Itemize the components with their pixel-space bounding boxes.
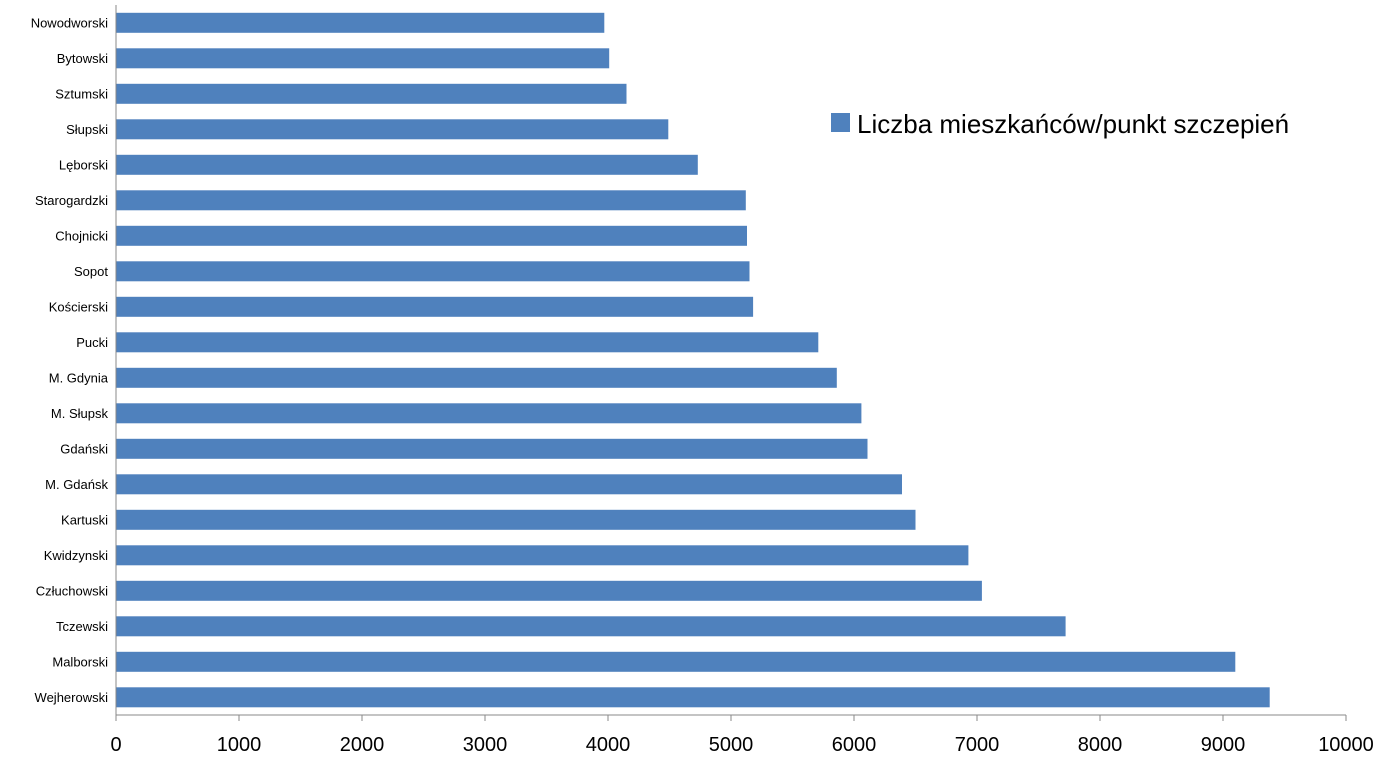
category-label: M. Słupsk bbox=[51, 406, 109, 421]
bar bbox=[116, 509, 916, 530]
legend-label: Liczba mieszkańców/punkt szczepień bbox=[857, 109, 1289, 139]
x-tick-label: 9000 bbox=[1201, 734, 1246, 756]
bar bbox=[116, 367, 837, 388]
bar bbox=[116, 261, 750, 282]
bar bbox=[116, 48, 610, 69]
category-label: Starogardzki bbox=[35, 193, 108, 208]
bar bbox=[116, 83, 627, 104]
bar bbox=[116, 119, 669, 140]
bar bbox=[116, 580, 982, 601]
x-tick-label: 3000 bbox=[463, 734, 508, 756]
bar bbox=[116, 616, 1066, 637]
category-label: Sopot bbox=[74, 264, 108, 279]
legend-swatch bbox=[831, 113, 850, 132]
bar bbox=[116, 651, 1236, 672]
x-tick-label: 1000 bbox=[217, 734, 262, 756]
bar bbox=[116, 154, 698, 175]
category-label: Bytowski bbox=[57, 51, 108, 66]
category-label: Kwidzynski bbox=[44, 548, 108, 563]
x-tick-label: 0 bbox=[110, 734, 121, 756]
x-tick-label: 5000 bbox=[709, 734, 754, 756]
x-axis-ticks: 0 1000 2000 3000 4000 5000 6000 7000 8000 9000 100… bbox=[110, 715, 1374, 756]
bar bbox=[116, 474, 902, 495]
bar bbox=[116, 190, 746, 211]
category-label: Sztumski bbox=[55, 86, 108, 101]
category-label: Malborski bbox=[52, 654, 108, 669]
category-label: Pucki bbox=[76, 335, 108, 350]
bar bbox=[116, 545, 969, 566]
category-label: Słupski bbox=[66, 122, 108, 137]
category-label: Kościerski bbox=[49, 299, 108, 314]
x-tick-label: 4000 bbox=[586, 734, 631, 756]
category-label: Tczewski bbox=[56, 619, 108, 634]
x-tick-label: 7000 bbox=[955, 734, 1000, 756]
x-tick-label: 6000 bbox=[832, 734, 877, 756]
category-label: M. Gdańsk bbox=[45, 477, 108, 492]
category-label: Gdański bbox=[60, 441, 108, 456]
category-label: M. Gdynia bbox=[49, 370, 109, 385]
bar bbox=[116, 296, 754, 317]
category-label: Chojnicki bbox=[55, 228, 108, 243]
bar bbox=[116, 687, 1270, 708]
bar bbox=[116, 332, 819, 353]
bar bbox=[116, 225, 747, 246]
x-tick-label: 8000 bbox=[1078, 734, 1123, 756]
category-label: Nowodworski bbox=[31, 15, 108, 30]
bar bbox=[116, 438, 868, 459]
category-labels: Nowodworski Bytowski Sztumski Słupski Lębors… bbox=[31, 15, 109, 705]
bar bbox=[116, 403, 862, 424]
legend: Liczba mieszkańców/punkt szczepień bbox=[831, 109, 1289, 139]
x-tick-label: 2000 bbox=[340, 734, 385, 756]
x-tick-label: 10000 bbox=[1318, 734, 1374, 756]
category-label: Wejherowski bbox=[35, 690, 109, 705]
category-label: Lęborski bbox=[59, 157, 108, 172]
category-label: Kartuski bbox=[61, 512, 108, 527]
category-label: Człuchowski bbox=[36, 583, 108, 598]
bars-layer bbox=[116, 12, 1270, 708]
bar bbox=[116, 12, 605, 33]
